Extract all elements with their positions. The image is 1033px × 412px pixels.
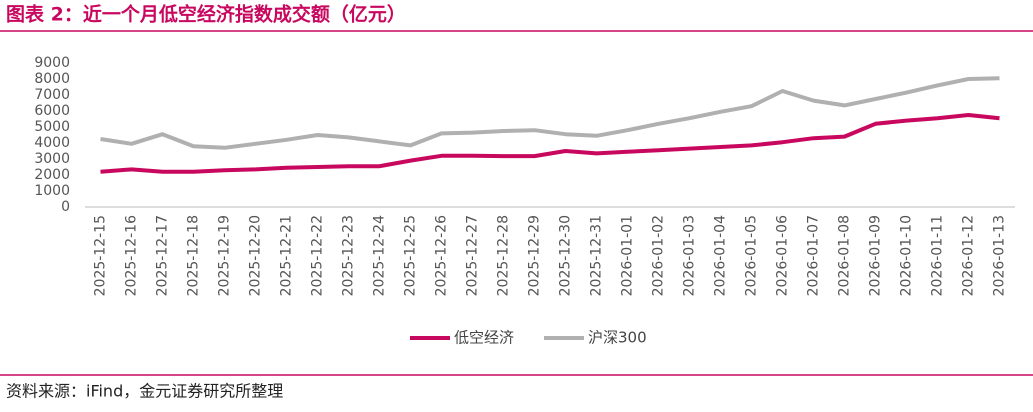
x-tick-label: 2025-12-30	[558, 215, 574, 296]
x-tick-label: 2026-01-07	[806, 215, 822, 296]
chart-title: 图表 2：近一个月低空经济指数成交额（亿元）	[6, 3, 406, 26]
x-tick-label: 2026-01-13	[992, 215, 1008, 296]
y-tick-label: 4000	[34, 135, 70, 151]
x-tick-label: 2025-12-26	[434, 215, 450, 296]
y-tick-label: 9000	[34, 55, 70, 71]
x-tick-label: 2025-12-31	[589, 215, 605, 296]
x-tick-label: 2025-12-22	[310, 215, 326, 296]
x-tick-label: 2025-12-19	[217, 215, 233, 296]
x-tick-label: 2025-12-25	[403, 215, 419, 296]
x-tick-label: 2025-12-18	[186, 215, 202, 296]
x-tick-label: 2025-12-21	[279, 215, 295, 296]
source: 资料来源：iFind，金元证券研究所整理	[6, 382, 283, 401]
y-tick-label: 8000	[34, 71, 70, 87]
legend-label: 沪深300	[588, 329, 647, 347]
legend-label: 低空经济	[454, 329, 514, 347]
x-tick-label: 2026-01-08	[837, 215, 853, 296]
y-tick-label: 6000	[34, 103, 70, 119]
x-tick-label: 2025-12-29	[527, 215, 543, 296]
x-tick-label: 2025-12-23	[341, 215, 357, 296]
x-tick-label: 2026-01-01	[620, 215, 636, 296]
x-tick-label: 2025-12-15	[93, 215, 109, 296]
y-tick-label: 3000	[34, 151, 70, 167]
x-tick-label: 2026-01-02	[651, 215, 667, 296]
x-tick-label: 2025-12-16	[124, 215, 140, 296]
x-tick-label: 2025-12-24	[372, 215, 388, 296]
x-tick-label: 2026-01-12	[961, 215, 977, 296]
data-line	[100, 76, 1000, 150]
y-tick-label: 5000	[34, 119, 70, 135]
x-tick-label: 2025-12-17	[155, 215, 171, 296]
x-tick-label: 2025-12-27	[465, 215, 481, 296]
x-tick-label: 2026-01-03	[682, 215, 698, 296]
x-tick-label: 2026-01-09	[868, 215, 884, 296]
x-tick-label: 2026-01-05	[744, 215, 760, 296]
x-tick-label: 2026-01-04	[713, 215, 729, 296]
x-tick-label: 2026-01-10	[899, 215, 915, 296]
y-tick-label: 2000	[34, 167, 70, 183]
x-tick-label: 2025-12-20	[248, 215, 264, 296]
y-tick-label: 7000	[34, 87, 70, 103]
x-tick-label: 2026-01-06	[775, 215, 791, 296]
y-tick-label: 0	[61, 199, 70, 215]
x-tick-label: 2026-01-11	[930, 215, 946, 296]
x-tick-label: 2025-12-28	[496, 215, 512, 296]
y-tick-label: 1000	[34, 183, 70, 199]
data-line	[100, 113, 1000, 174]
